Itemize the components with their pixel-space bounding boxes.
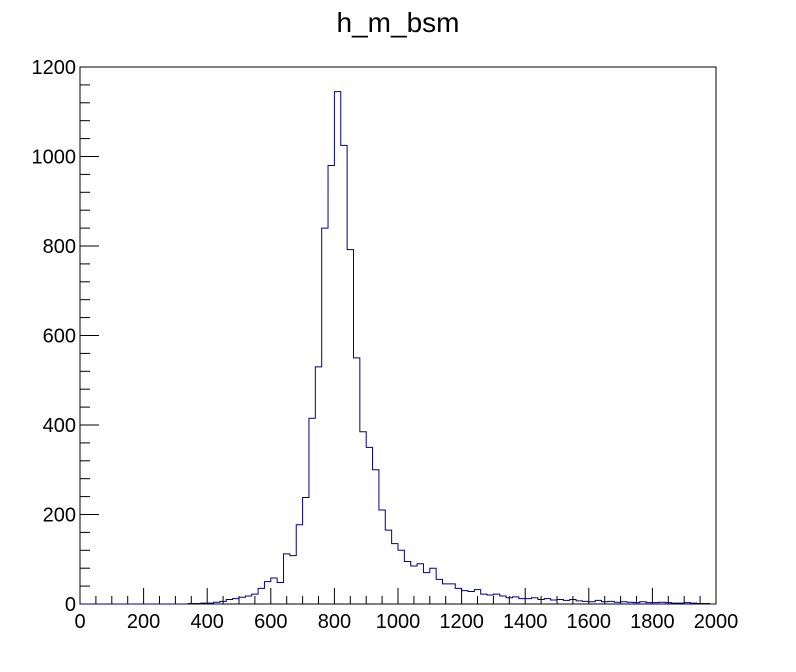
x-tick-label: 1400	[503, 611, 548, 633]
histogram-bin	[334, 92, 340, 604]
x-tick-label: 1000	[376, 611, 421, 633]
y-tick-label: 600	[43, 326, 76, 348]
histogram-bin	[264, 582, 270, 604]
histogram-bin	[277, 583, 283, 604]
x-tick-label: 2000	[694, 611, 739, 633]
histogram-bin	[506, 598, 512, 604]
x-tick-label: 1800	[630, 611, 675, 633]
histogram-bin	[557, 600, 563, 604]
histogram-bin	[493, 594, 499, 604]
y-tick-label: 200	[43, 505, 76, 527]
histogram-bin	[443, 584, 449, 604]
histogram-bin	[462, 591, 468, 604]
x-tick-label: 800	[318, 611, 351, 633]
histogram-bin	[315, 367, 321, 604]
histogram-bin	[404, 561, 410, 604]
plot-frame	[79, 66, 717, 605]
y-tick-label: 800	[43, 236, 76, 258]
histogram-bin	[353, 358, 359, 604]
histogram-bin	[322, 228, 328, 604]
histogram-bin	[290, 556, 296, 604]
histogram-bin	[392, 544, 398, 604]
y-tick-label: 0	[65, 594, 76, 616]
histogram-bin	[303, 497, 309, 604]
histogram-bin	[296, 525, 302, 604]
histogram-series-line	[80, 91, 716, 605]
histogram-bin	[481, 594, 487, 604]
x-tick-label: 200	[127, 611, 160, 633]
histogram-bin	[258, 588, 264, 604]
histogram-bin	[551, 600, 557, 604]
histogram-bin	[245, 596, 251, 604]
histogram-bin	[563, 600, 569, 604]
histogram-bin	[423, 573, 429, 604]
histogram-bin	[271, 578, 277, 604]
histogram-bin	[385, 530, 391, 604]
histogram-bin	[570, 600, 576, 604]
histogram-bin	[468, 591, 474, 604]
histogram-bin	[532, 598, 538, 604]
histogram-bin	[360, 432, 366, 604]
y-tick-label: 1000	[32, 147, 77, 169]
histogram-bin	[309, 418, 315, 604]
x-tick-label: 1200	[439, 611, 484, 633]
histogram-bin	[398, 550, 404, 604]
histogram-bin	[366, 447, 372, 604]
chart-title: h_m_bsm	[337, 7, 460, 38]
histogram-bin	[512, 597, 518, 604]
histogram-bin	[449, 584, 455, 604]
histogram-bin	[347, 250, 353, 604]
histogram-bin	[595, 600, 601, 604]
histogram-bin	[417, 564, 423, 604]
x-tick-label: 400	[191, 611, 224, 633]
x-tick-label: 0	[74, 611, 85, 633]
histogram-bin	[239, 597, 245, 604]
histogram-bin	[525, 599, 531, 604]
histogram-bin	[500, 596, 506, 604]
y-tick-label: 400	[43, 415, 76, 437]
histogram-bin	[226, 600, 232, 604]
histogram-bin	[544, 599, 550, 604]
histogram-bin	[341, 145, 347, 604]
histogram-bin	[487, 595, 493, 604]
histogram-bin	[379, 510, 385, 604]
histogram-bin	[252, 594, 258, 604]
histogram-bin	[455, 588, 461, 604]
histogram-bin	[436, 579, 442, 604]
histogram-bin	[519, 599, 525, 604]
histogram-bin	[474, 590, 480, 604]
x-tick-label: 1600	[567, 611, 612, 633]
x-tick-label: 600	[254, 611, 287, 633]
histogram-bin	[328, 165, 334, 604]
y-tick-label: 1200	[32, 57, 77, 79]
histogram-bin	[411, 566, 417, 604]
histogram-bin	[430, 568, 436, 604]
histogram-bin	[538, 600, 544, 604]
histogram-bin	[233, 599, 239, 604]
histogram-bin	[373, 470, 379, 604]
histogram-bin	[284, 554, 290, 604]
